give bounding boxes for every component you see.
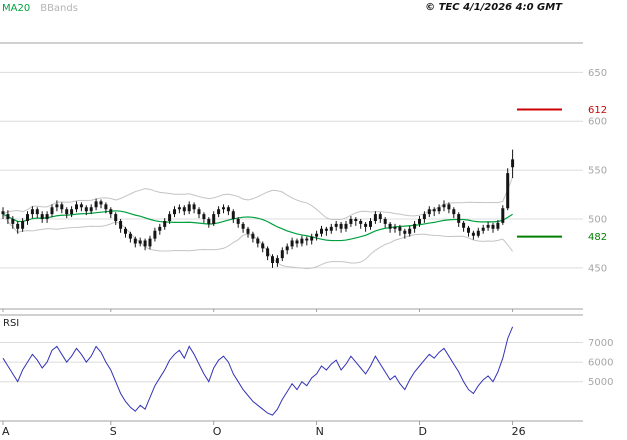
rsi-label: RSI (3, 318, 20, 329)
price-axis-label: 650 (588, 68, 607, 79)
chart-legend: MA20 BBands (2, 3, 78, 15)
bollinger-upper-line (2, 176, 514, 220)
x-axis-label: O (213, 425, 222, 438)
ma20-label: MA20 (2, 3, 31, 14)
x-axis-label: D (419, 425, 427, 438)
x-axis-label: 26 (512, 425, 526, 438)
price-axis-label: 550 (588, 166, 607, 177)
rsi-axis-label: 5000 (588, 377, 613, 388)
x-axis-label: A (2, 425, 10, 438)
price-axis-label: 600 (588, 117, 607, 128)
price-axis-label: 612 (588, 105, 607, 116)
ma20-line (2, 210, 513, 242)
rsi-axis-label: 6000 (588, 358, 613, 369)
rsi-line (2, 326, 514, 416)
price-axis-label: 450 (588, 263, 607, 274)
price-axis-label: 482 (588, 232, 607, 243)
bbands-label: BBands (40, 3, 78, 14)
rsi-axis-label: 7000 (588, 338, 613, 349)
candlesticks-bodies (1, 159, 515, 263)
x-axis-label: N (316, 425, 324, 438)
x-axis-label: S (110, 425, 117, 438)
price-axis-label: 500 (588, 215, 607, 226)
copyright-text: © TEC 4/1/2026 4:0 GMT (425, 2, 562, 13)
